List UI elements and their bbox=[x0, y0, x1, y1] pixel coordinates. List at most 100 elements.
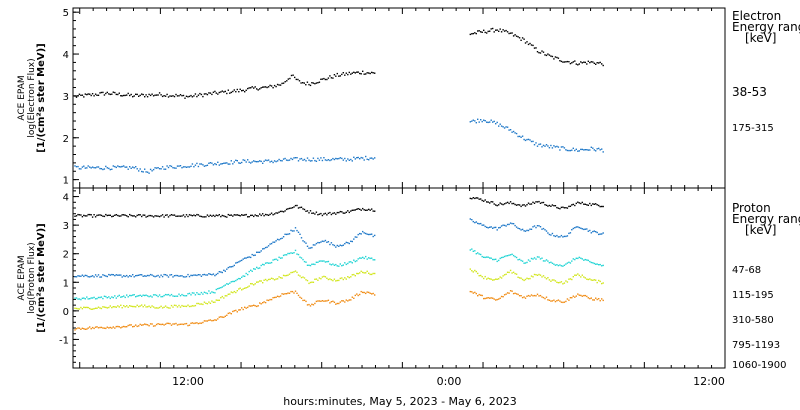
data-point bbox=[291, 207, 294, 209]
data-point bbox=[496, 260, 498, 263]
plot-frame bbox=[72, 7, 726, 189]
data-point bbox=[321, 300, 324, 302]
data-point bbox=[583, 228, 585, 231]
data-point bbox=[317, 241, 319, 244]
data-point bbox=[217, 299, 219, 301]
plot-frame bbox=[72, 187, 726, 369]
data-point bbox=[506, 255, 509, 257]
data-point bbox=[342, 159, 344, 161]
data-point bbox=[595, 279, 597, 281]
data-point bbox=[332, 263, 334, 265]
data-point bbox=[360, 73, 362, 75]
data-point bbox=[483, 29, 485, 31]
data-point bbox=[306, 279, 309, 282]
data-point bbox=[254, 160, 256, 163]
data-point bbox=[102, 91, 104, 94]
data-point bbox=[532, 258, 534, 260]
data-point bbox=[511, 131, 513, 133]
data-point bbox=[509, 269, 512, 272]
data-point bbox=[309, 84, 312, 87]
data-point bbox=[314, 244, 316, 246]
data-point bbox=[284, 81, 286, 83]
data-point bbox=[259, 280, 261, 282]
data-point bbox=[247, 306, 249, 309]
data-point bbox=[111, 215, 113, 218]
data-point bbox=[363, 159, 365, 161]
data-point bbox=[197, 302, 200, 305]
data-point bbox=[187, 215, 189, 218]
data-point bbox=[354, 294, 356, 297]
data-point bbox=[266, 246, 268, 248]
data-point bbox=[209, 273, 212, 275]
data-point bbox=[284, 157, 286, 160]
data-point bbox=[305, 160, 307, 162]
data-point bbox=[179, 215, 182, 217]
data-point bbox=[305, 279, 307, 281]
data-point bbox=[127, 324, 129, 327]
data-point bbox=[300, 237, 303, 239]
data-point bbox=[539, 52, 542, 54]
y-tick-label: -1 bbox=[59, 335, 69, 346]
data-point bbox=[517, 204, 519, 206]
data-point bbox=[360, 290, 362, 293]
data-point bbox=[214, 301, 216, 303]
data-point bbox=[538, 225, 540, 227]
data-point bbox=[221, 316, 223, 318]
data-point bbox=[318, 300, 321, 302]
data-point bbox=[502, 203, 504, 206]
data-point bbox=[176, 306, 179, 308]
data-point bbox=[115, 297, 117, 299]
data-point bbox=[574, 149, 576, 152]
data-point bbox=[167, 166, 170, 169]
data-point bbox=[350, 73, 352, 75]
data-point bbox=[584, 258, 586, 261]
data-point bbox=[291, 252, 294, 254]
data-point bbox=[486, 201, 488, 203]
data-point bbox=[161, 95, 164, 98]
data-point bbox=[344, 301, 346, 303]
data-point bbox=[509, 32, 512, 34]
data-point bbox=[161, 307, 164, 309]
y-tick-label: 0 bbox=[63, 307, 69, 318]
data-point bbox=[221, 295, 223, 298]
data-point bbox=[172, 95, 174, 97]
data-point bbox=[299, 158, 301, 160]
data-point bbox=[324, 276, 327, 278]
data-point bbox=[114, 91, 116, 94]
data-point bbox=[577, 293, 579, 295]
data-point bbox=[362, 271, 364, 274]
data-point bbox=[539, 258, 542, 260]
data-point bbox=[152, 325, 155, 327]
data-point bbox=[278, 211, 280, 213]
data-point bbox=[347, 242, 349, 244]
data-point bbox=[306, 157, 309, 159]
data-point bbox=[269, 84, 271, 87]
data-point bbox=[309, 247, 312, 249]
data-point bbox=[103, 274, 106, 277]
data-point bbox=[477, 252, 479, 254]
data-point bbox=[492, 279, 494, 281]
data-point bbox=[560, 60, 563, 63]
data-point bbox=[326, 214, 328, 216]
data-point bbox=[571, 278, 573, 281]
data-point bbox=[333, 158, 336, 161]
data-point bbox=[563, 264, 566, 266]
data-point bbox=[176, 324, 179, 326]
data-point bbox=[503, 294, 506, 296]
data-point bbox=[112, 215, 114, 217]
data-point bbox=[170, 95, 173, 97]
data-point bbox=[557, 299, 560, 301]
data-point bbox=[138, 170, 140, 172]
data-point bbox=[109, 214, 111, 216]
data-point bbox=[144, 323, 146, 325]
data-point bbox=[93, 308, 95, 310]
data-point bbox=[235, 159, 237, 161]
data-point bbox=[144, 96, 146, 98]
data-point bbox=[235, 262, 237, 264]
data-point bbox=[366, 233, 368, 235]
data-point bbox=[508, 254, 510, 256]
data-point bbox=[146, 306, 149, 308]
data-point bbox=[259, 213, 261, 215]
data-point bbox=[108, 306, 110, 309]
data-point bbox=[356, 157, 358, 159]
